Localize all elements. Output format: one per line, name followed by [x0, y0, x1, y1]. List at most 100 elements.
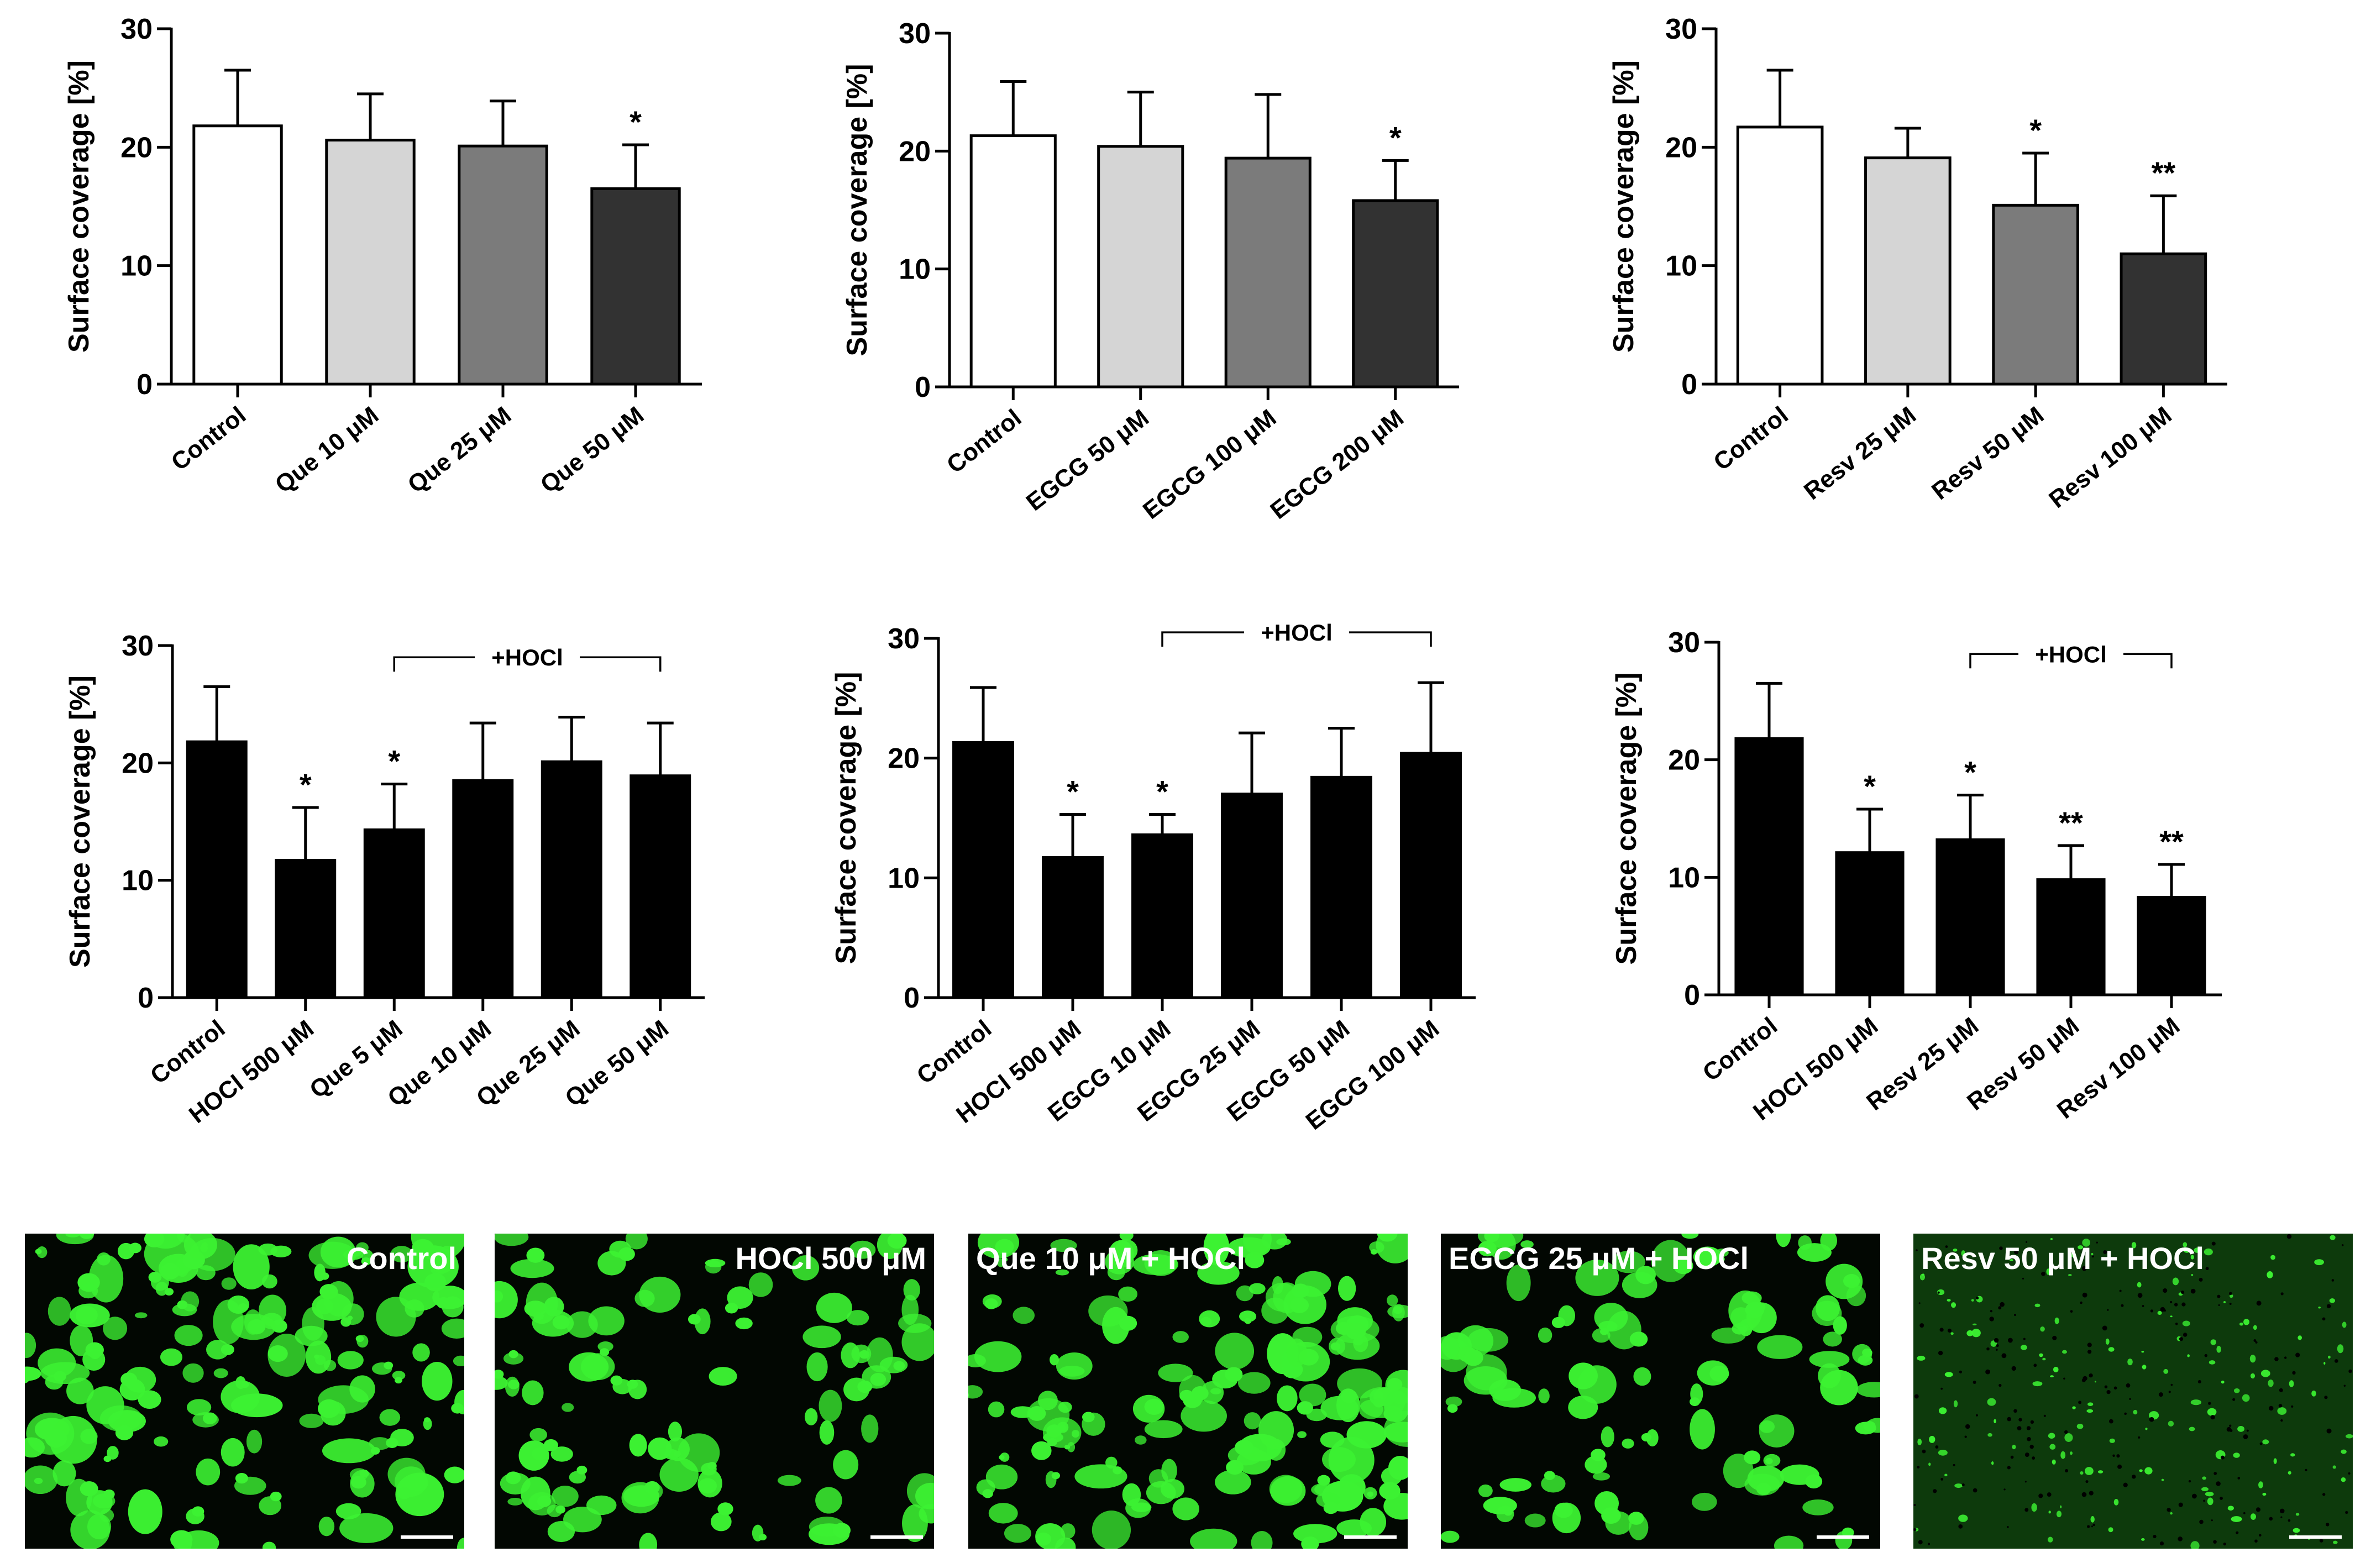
y-tick-label: 10 — [1665, 250, 1697, 282]
micrograph-blobs — [495, 1234, 934, 1549]
significance-mark: ** — [2152, 155, 2176, 190]
y-tick-label: 30 — [120, 13, 153, 45]
micrograph-label: HOCl 500 μM — [735, 1241, 926, 1276]
chart-resv: Surface coverage [%] 0 10 20 30 Control Resv 2… — [1608, 13, 2227, 513]
y-tick-label: 20 — [899, 135, 931, 167]
y-tick-label: 30 — [899, 18, 931, 50]
y-axis-label: Surface coverage [%] — [64, 675, 96, 968]
bar — [1352, 199, 1439, 389]
bar — [186, 740, 248, 999]
bar — [363, 828, 425, 999]
bracket-left — [393, 656, 475, 672]
x-tick-label: Resv 100 μM — [2044, 401, 2176, 513]
y-tick-label: 0 — [915, 371, 931, 403]
micrograph-label: Que 10 μM + HOCl — [976, 1241, 1246, 1276]
y-tick-label: 0 — [1684, 979, 1700, 1011]
bracket-label: +HOCl — [1261, 620, 1333, 646]
y-tick-label: 10 — [888, 862, 920, 894]
bar — [541, 760, 602, 999]
y-tick-label: 0 — [138, 982, 154, 1014]
y-axis-label: Surface coverage [%] — [63, 60, 95, 353]
y-tick-label: 0 — [904, 982, 920, 1014]
x-tick-label: Control — [1708, 401, 1793, 476]
x-tick-label: Control — [1698, 1012, 1782, 1087]
micrograph-resv-hocl: Resv 50 μM + HOCl — [1913, 1234, 2353, 1549]
bar — [1400, 752, 1462, 999]
x-tick-label: EGCG 100 μM — [1138, 404, 1281, 525]
x-tick-label: Control — [145, 1015, 230, 1089]
bracket-left — [1969, 653, 2018, 669]
significance-mark: * — [1067, 774, 1079, 809]
x-tick-label: Que 10 μM — [270, 401, 384, 499]
bar — [325, 138, 416, 386]
bar — [192, 124, 283, 386]
y-tick-label: 20 — [122, 747, 154, 779]
bar — [452, 779, 514, 999]
scale-bar — [870, 1535, 923, 1539]
bar — [275, 859, 337, 999]
scale-bar — [401, 1535, 453, 1539]
micrograph-blobs — [25, 1234, 464, 1549]
bar — [1042, 856, 1104, 999]
y-tick-label: 30 — [888, 623, 920, 655]
significance-mark: * — [1156, 774, 1168, 809]
y-tick-label: 0 — [137, 369, 153, 401]
x-tick-label: Control — [942, 404, 1026, 479]
x-tick-label: Que 50 μM — [536, 401, 649, 499]
micrograph-label: EGCG 25 μM + HOCl — [1449, 1241, 1749, 1276]
significance-mark: * — [1389, 120, 1402, 155]
chart-que: Surface coverage [%] 0 10 20 30 Control Que 10… — [63, 13, 702, 499]
micrograph-blobs — [968, 1234, 1408, 1549]
y-tick-label: 20 — [888, 743, 920, 775]
bar — [590, 187, 681, 386]
bar — [1221, 793, 1283, 999]
bar — [1734, 737, 1804, 997]
x-tick-label: Resv 25 μM — [1861, 1012, 1984, 1116]
y-tick-label: 30 — [1665, 13, 1697, 45]
scale-bar — [2289, 1535, 2342, 1539]
bar — [1992, 203, 2079, 386]
bar — [2120, 252, 2207, 386]
x-tick-label: Resv 50 μM — [1927, 401, 2049, 505]
y-axis-label: Surface coverage [%] — [830, 672, 862, 964]
micrograph-blobs — [1913, 1234, 2353, 1549]
significance-mark: * — [630, 104, 642, 139]
micrograph-label: Resv 50 μM + HOCl — [1921, 1241, 2205, 1276]
bracket-label: +HOCl — [2035, 641, 2107, 667]
y-tick-label: 30 — [122, 630, 154, 662]
y-axis-label: Surface coverage [%] — [841, 64, 873, 356]
micrograph-control: Control — [25, 1234, 464, 1549]
bar — [1310, 775, 1372, 999]
significance-mark: ** — [2159, 824, 2184, 859]
bar — [1131, 833, 1193, 999]
bracket-right — [1349, 631, 1432, 647]
y-tick-label: 20 — [1665, 132, 1697, 164]
significance-mark: ** — [2059, 805, 2083, 840]
bar — [1224, 156, 1312, 389]
micrograph-label: Control — [346, 1241, 457, 1276]
bar — [1097, 145, 1184, 389]
bar — [2036, 878, 2106, 997]
significance-mark: * — [300, 767, 312, 802]
x-tick-label: Control — [166, 401, 251, 476]
bar — [1736, 125, 1824, 386]
y-tick-label: 30 — [1668, 627, 1700, 659]
x-tick-label: EGCG 50 μM — [1021, 404, 1154, 516]
micrograph-hocl: HOCl 500 μM — [495, 1234, 934, 1549]
x-tick-label: EGCG 200 μM — [1265, 404, 1408, 525]
micrograph-que-hocl: Que 10 μM + HOCl — [968, 1234, 1408, 1549]
y-tick-label: 10 — [899, 254, 931, 286]
bar — [458, 144, 548, 386]
x-tick-label: Que 25 μM — [403, 401, 517, 499]
y-tick-label: 20 — [120, 132, 153, 164]
bar — [969, 134, 1057, 389]
bar — [1935, 838, 2005, 997]
significance-mark: * — [388, 744, 400, 779]
y-tick-label: 10 — [1668, 862, 1700, 894]
y-axis-label: Surface coverage [%] — [1608, 60, 1640, 353]
y-axis-label: Surface coverage [%] — [1611, 673, 1643, 965]
